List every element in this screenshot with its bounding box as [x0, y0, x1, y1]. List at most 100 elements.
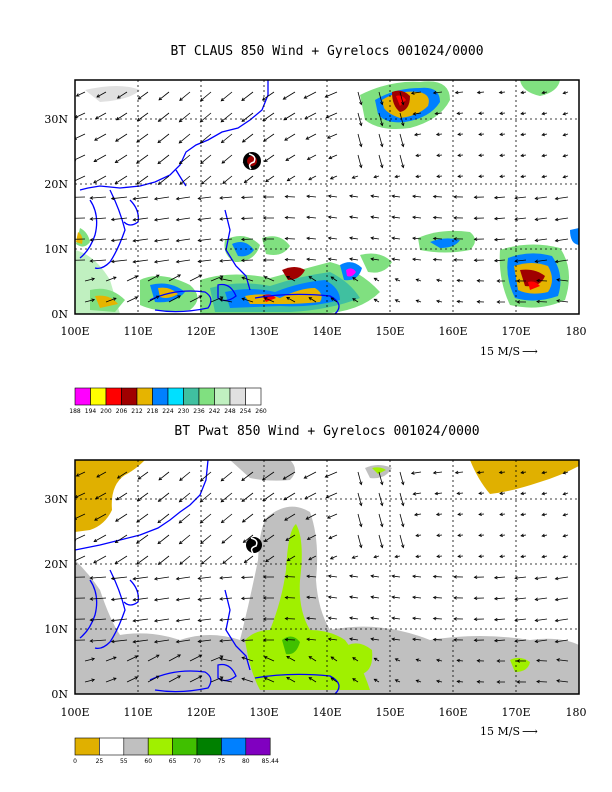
wind-vector-head — [89, 576, 94, 580]
wind-vector-head — [514, 576, 518, 580]
wind-vector-head — [75, 93, 80, 97]
wind-vector-head — [562, 554, 567, 559]
panel2-y-axis: 0N 10N 20N 30N — [44, 493, 68, 701]
wind-vector-head — [283, 116, 287, 121]
wind-vector-head — [132, 618, 137, 623]
wind-vector-head — [359, 122, 363, 127]
wind-vector-head — [478, 491, 482, 496]
wind-vector-head — [541, 512, 546, 517]
wind-vector — [158, 175, 170, 185]
wind-vector-head — [262, 596, 267, 600]
wind-vector-head — [222, 180, 226, 184]
wind-vector-head — [221, 540, 226, 544]
panel1-gyre-marker — [243, 152, 261, 170]
wind-vector — [133, 238, 149, 242]
wind-vector — [244, 175, 254, 183]
wind-vector-head — [284, 574, 289, 579]
wind-vector-head — [534, 618, 539, 623]
wind-vector — [392, 195, 401, 198]
wind-vector — [111, 217, 128, 221]
wind-vector-head — [534, 259, 539, 264]
wind-vector-head — [308, 176, 312, 181]
wind-vector-head — [177, 675, 182, 679]
wind-vector-head — [520, 491, 525, 496]
wind-vector-head — [306, 536, 311, 540]
wind-vector-head — [265, 558, 269, 563]
wind-vector — [219, 259, 233, 262]
wind-vector — [283, 112, 296, 121]
wind-vector-head — [349, 595, 353, 599]
wind-vector-head — [514, 639, 518, 643]
wind-vector — [189, 675, 202, 683]
wind-vector — [137, 492, 149, 502]
wind-vector — [176, 217, 191, 221]
wind-vector-head — [325, 494, 330, 499]
panel2-ytick: 20N — [44, 558, 68, 571]
wind-vector-head — [197, 238, 202, 243]
wind-vector — [179, 112, 191, 123]
wind-vector — [210, 296, 223, 303]
panel1-colorbar: 188 194 200 206 212 218 224 230 236 242 248 254 260 — [69, 387, 267, 415]
colorbar-swatch — [105, 387, 122, 406]
wind-vector-head — [110, 597, 115, 602]
wind-vector — [457, 300, 464, 303]
wind-vector-head — [89, 597, 94, 601]
wind-vector-head — [263, 538, 268, 542]
wind-vector — [416, 658, 422, 662]
wind-vector-head — [263, 158, 268, 162]
wind-vector — [308, 656, 317, 662]
wind-vector — [330, 677, 338, 683]
wind-vector — [514, 639, 527, 642]
wind-vector-head — [541, 554, 546, 559]
wind-vector — [133, 576, 149, 580]
wind-vector-head — [282, 476, 287, 480]
wind-vector-head — [520, 533, 525, 538]
wind-vector-head — [263, 677, 268, 681]
wind-vector-head — [303, 475, 308, 479]
wind-vector — [399, 112, 404, 126]
wind-vector-head — [155, 274, 160, 278]
wind-vector-head — [200, 160, 204, 165]
wind-vector-head — [155, 675, 160, 679]
wind-vector — [115, 555, 128, 564]
wind-vector — [200, 471, 212, 482]
wind-vector-head — [330, 656, 335, 660]
wind-vector — [378, 91, 383, 105]
wind-vector-head — [493, 638, 498, 643]
wind-vector-head — [456, 278, 461, 283]
wind-vector-head — [473, 575, 478, 580]
wind-vector — [308, 555, 317, 561]
wind-vector — [219, 679, 233, 683]
wind-vector — [198, 618, 212, 622]
wind-vector-head — [285, 157, 290, 161]
wind-vector-head — [453, 258, 457, 262]
wind-vector — [349, 617, 359, 620]
wind-vector — [95, 492, 107, 500]
wind-vector-head — [308, 656, 313, 660]
wind-vector — [414, 513, 422, 516]
wind-vector-head — [132, 217, 137, 222]
wind-vector — [326, 112, 338, 118]
panel1-xtick: 100E — [60, 325, 89, 338]
wind-vector-head — [473, 216, 478, 221]
wind-vector — [158, 492, 170, 502]
wind-vector — [306, 133, 317, 140]
panel1-title: BT CLAUS 850 Wind + Gyrelocs 001024/0000 — [170, 44, 483, 59]
wind-vector — [399, 471, 404, 485]
wind-vector-head — [520, 470, 525, 475]
wind-vector-head — [198, 654, 203, 658]
wind-vector-head — [153, 197, 158, 201]
wind-vector-head — [359, 523, 363, 528]
wind-vector-head — [434, 491, 439, 496]
wind-vector — [285, 534, 296, 541]
wind-vector — [241, 217, 254, 219]
panel2-vector-reference-arrow: ⟶ — [522, 725, 538, 738]
wind-vector-head — [536, 299, 540, 304]
wind-vector — [349, 195, 359, 198]
wind-vector-head — [473, 237, 478, 242]
wind-vector — [105, 656, 117, 662]
wind-vector-head — [454, 470, 459, 475]
panel1-vector-reference-arrow: ⟶ — [522, 345, 538, 358]
wind-vector-head — [178, 118, 183, 123]
wind-vector-head — [415, 174, 420, 179]
